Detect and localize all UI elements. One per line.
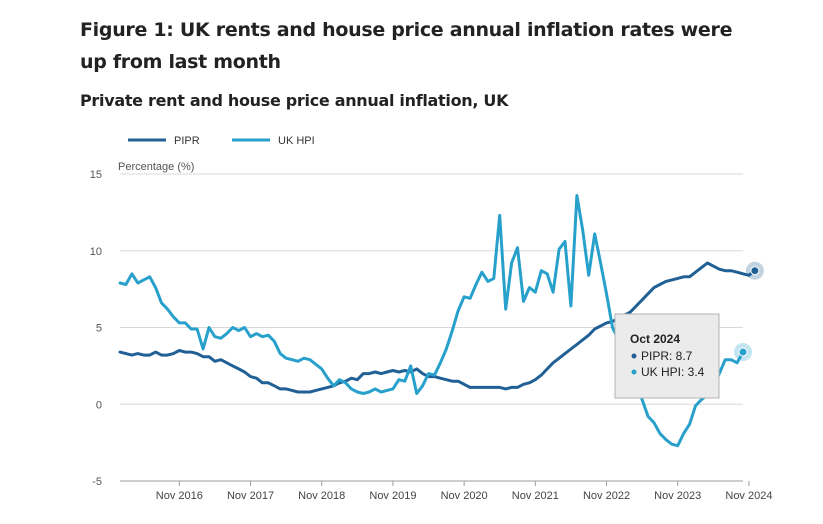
chart-subtitle: Private rent and house price annual infl… bbox=[80, 91, 509, 110]
y-tick-label: 10 bbox=[90, 246, 102, 258]
data-point[interactable] bbox=[738, 347, 748, 357]
chart-title: Figure 1: UK rents and house price annua… bbox=[80, 19, 733, 73]
tooltip-title: Oct 2024 bbox=[630, 332, 680, 346]
legend-label: UK HPI bbox=[278, 135, 315, 147]
x-tick-label: Nov 2023 bbox=[654, 490, 701, 502]
tooltip-bullet bbox=[631, 369, 637, 375]
x-tick-label: Nov 2019 bbox=[369, 490, 416, 502]
tooltip-item: UK HPI: 3.4 bbox=[641, 365, 705, 379]
tooltip-bullet bbox=[631, 353, 637, 359]
y-axis-label: Percentage (%) bbox=[118, 161, 194, 173]
data-point[interactable] bbox=[750, 266, 760, 276]
legend-label: PIPR bbox=[174, 135, 200, 147]
y-tick-label: 15 bbox=[90, 169, 102, 181]
tooltip-item: PIPR: 8.7 bbox=[641, 349, 693, 363]
x-tick-label: Nov 2016 bbox=[156, 490, 203, 502]
x-tick-label: Nov 2020 bbox=[441, 490, 488, 502]
x-tick-label: Nov 2022 bbox=[583, 490, 630, 502]
y-tick-label: 5 bbox=[96, 323, 102, 335]
y-tick-label: -5 bbox=[92, 476, 102, 488]
x-tick-label: Nov 2018 bbox=[298, 490, 345, 502]
x-tick-label: Nov 2021 bbox=[512, 490, 559, 502]
x-tick-label: Nov 2017 bbox=[227, 490, 274, 502]
series-line[interactable] bbox=[118, 261, 757, 394]
y-tick-label: 0 bbox=[96, 399, 102, 411]
x-tick-label: Nov 2024 bbox=[725, 490, 772, 502]
